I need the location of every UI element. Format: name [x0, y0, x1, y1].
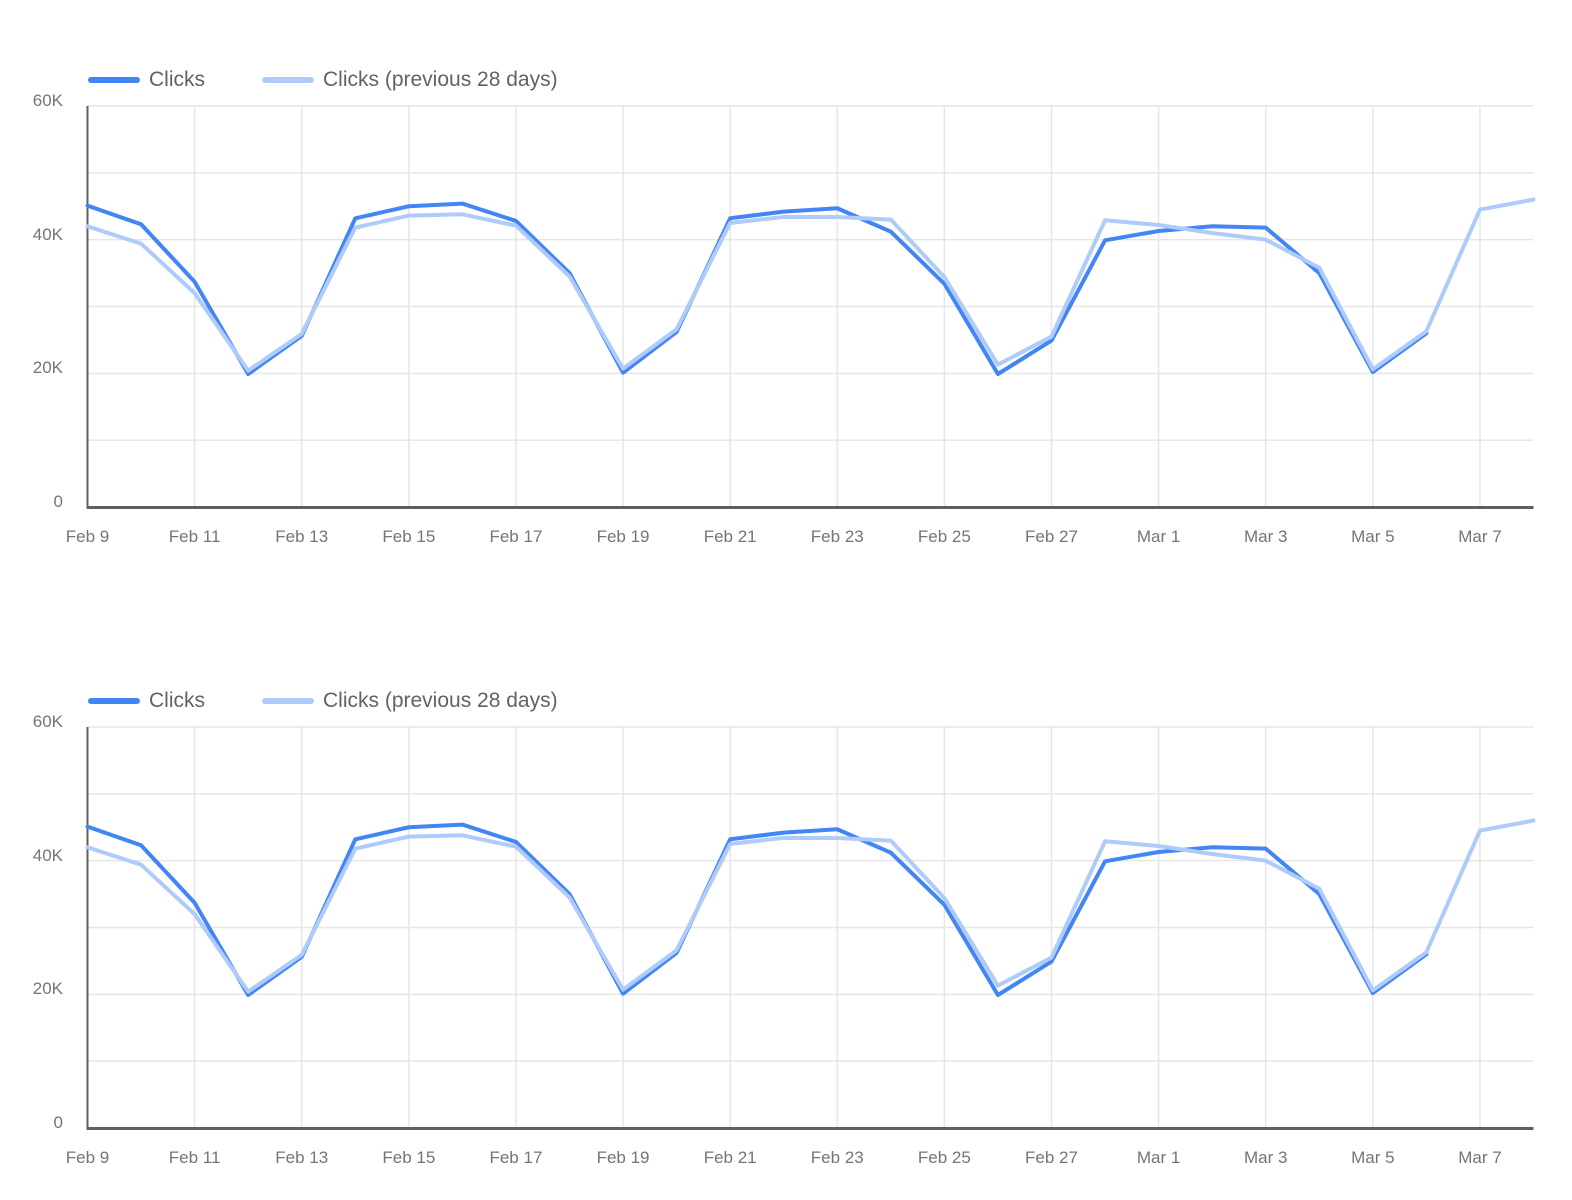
x-axis-tick-label: Feb 19: [596, 527, 650, 546]
clicks-line: [85, 822, 1429, 998]
axes: [86, 727, 1534, 1130]
x-axis-tick-label: Feb 25: [917, 527, 971, 546]
gridlines: [87, 726, 1534, 1128]
x-axis-tick-label: Mar 7: [1458, 1148, 1502, 1167]
x-axis-tick-label: Feb 9: [65, 527, 110, 546]
y-axis-tick-label: 40K: [32, 224, 63, 244]
x-axis-tick-label: Mar 3: [1243, 1148, 1288, 1167]
legend-item-clicks-previous: Clicks (previous 28 days): [262, 68, 558, 92]
x-axis-tick-label: Feb 27: [1025, 527, 1078, 546]
legend-item-clicks: Clicks: [88, 689, 205, 713]
legend-item-clicks-previous: Clicks (previous 28 days): [262, 689, 558, 713]
clicks-previous-line-swatch-icon: [262, 698, 314, 704]
clicks-previous-line: [85, 197, 1536, 373]
clicks-legend-label: Clicks: [149, 689, 205, 712]
x-axis-tick-label: Mar 1: [1136, 1148, 1181, 1167]
x-axis-tick-label: Feb 23: [810, 527, 864, 546]
axes: [86, 106, 1534, 509]
y-axis-tick-label: 60K: [32, 712, 63, 731]
clicks-line: [85, 201, 1429, 377]
y-axis-tick-label: 20K: [32, 358, 63, 378]
clicks-line-swatch-icon: [88, 77, 140, 83]
plot-area[interactable]: [0, 0, 1572, 560]
x-axis-tick-label: Feb 21: [703, 1148, 757, 1167]
y-axis-tick-label: 0: [53, 1113, 63, 1132]
x-axis-tick-label: Feb 17: [489, 527, 543, 546]
x-axis-tick-label: Feb 11: [168, 527, 221, 546]
clicks-previous-legend-label: Clicks (previous 28 days): [323, 689, 558, 712]
clicks-previous-legend-label: Clicks (previous 28 days): [323, 68, 558, 91]
clicks-legend-label: Clicks: [149, 68, 205, 91]
x-axis-tick-label: Feb 21: [703, 527, 757, 546]
clicks-previous-line: [85, 818, 1536, 994]
x-axis-tick-label: Mar 5: [1351, 527, 1395, 546]
y-axis-tick-label: 40K: [32, 845, 63, 865]
gridlines: [87, 105, 1534, 507]
plot-area[interactable]: [0, 621, 1572, 1181]
x-axis-tick-label: Feb 13: [275, 527, 329, 546]
clicks-comparison-chart-top: Clicks Clicks (previous 28 days) 0 20K 40K…: [0, 0, 1572, 560]
x-axis-tick-label: Mar 7: [1458, 527, 1502, 546]
y-axis-tick-label: 60K: [32, 91, 63, 110]
x-axis-tick-label: Feb 11: [168, 1148, 221, 1167]
x-axis-tick-label: Feb 17: [489, 1148, 543, 1167]
x-axis-tick-label: Mar 3: [1243, 527, 1288, 546]
x-axis-tick-label: Feb 23: [810, 1148, 864, 1167]
x-axis-tick-label: Feb 27: [1025, 1148, 1078, 1167]
x-axis-tick-label: Mar 5: [1351, 1148, 1395, 1167]
x-axis-tick-label: Mar 1: [1136, 527, 1181, 546]
legend-item-clicks: Clicks: [88, 68, 205, 92]
clicks-comparison-chart-bottom: Clicks Clicks (previous 28 days) 0 20K 40K…: [0, 621, 1572, 1181]
x-axis-tick-label: Feb 15: [382, 527, 436, 546]
y-axis-tick-label: 20K: [32, 979, 63, 999]
x-axis-tick-label: Feb 15: [382, 1148, 436, 1167]
y-axis-tick-label: 0: [53, 492, 63, 511]
x-axis-tick-label: Feb 19: [596, 1148, 650, 1167]
clicks-previous-line-swatch-icon: [262, 77, 314, 83]
x-axis-tick-label: Feb 25: [917, 1148, 971, 1167]
x-axis-tick-label: Feb 9: [65, 1148, 110, 1167]
clicks-line-swatch-icon: [88, 698, 140, 704]
x-axis-tick-label: Feb 13: [275, 1148, 329, 1167]
